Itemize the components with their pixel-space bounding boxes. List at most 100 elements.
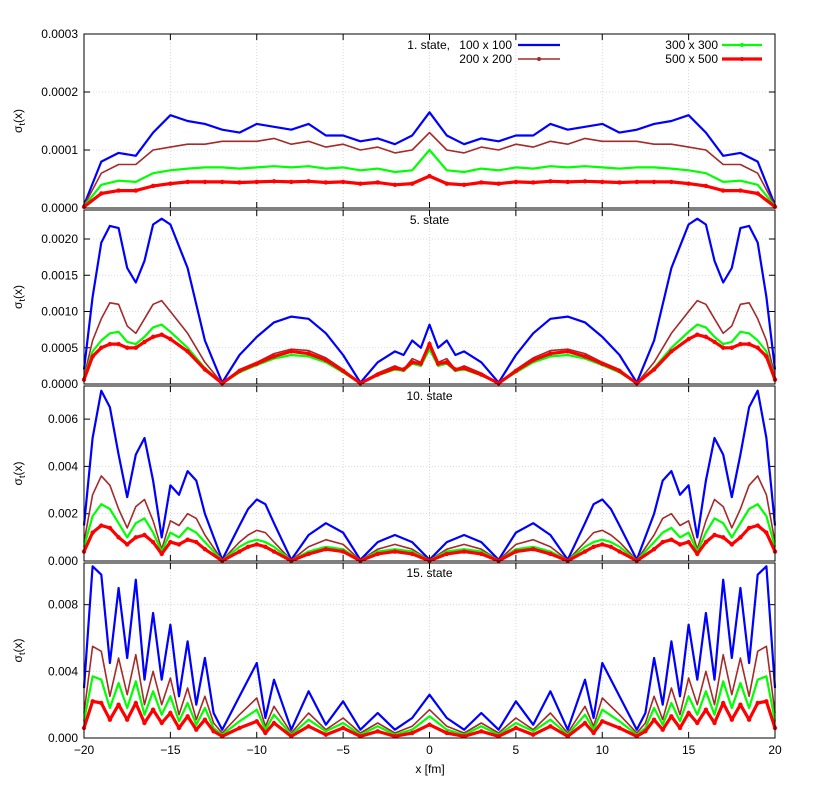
panel-3-series-4-point-31 <box>461 549 467 554</box>
panel-4-series-4-point-26 <box>375 729 380 734</box>
panel-3-series-4-point-53 <box>729 542 735 547</box>
panel-4-series-4-point-27 <box>392 734 398 739</box>
panel-2-series-4-point-49 <box>729 345 735 350</box>
panel-3-series-4-point-28 <box>410 551 415 557</box>
panel-2-series-4-point-5 <box>124 345 130 350</box>
panel-1-series-4-point-3 <box>133 188 139 193</box>
panel-4-series-4-point-32 <box>479 729 484 734</box>
panel-2-series-4-point-44 <box>686 336 691 342</box>
panel-1-series-4-point-29 <box>582 179 588 184</box>
panel-3-series-4-point-47 <box>677 542 683 547</box>
panel-3-frame <box>83 385 776 562</box>
legend-label-1: 100 x 100 <box>459 38 512 52</box>
panel-2-series-4-point-6 <box>133 345 139 350</box>
panel-2-series-4-point-3 <box>107 341 113 347</box>
panel-4-series-4-point-14 <box>202 717 208 722</box>
x-tick-label-7: 15 <box>682 743 696 757</box>
panel-3-series-4-point-46 <box>669 537 674 542</box>
panel-2-series-4-point-12 <box>202 367 208 372</box>
panel-2-series-4-point-27 <box>427 341 432 347</box>
panel-4-series-4-point-21 <box>289 734 294 739</box>
panel-4-series-4-point-36 <box>548 724 553 729</box>
panel-1-series-4-point-28 <box>565 179 570 185</box>
panel-4-series-4-point-30 <box>444 730 449 736</box>
panel-4-series-4-point-16 <box>220 734 225 739</box>
panel-1-series-4-point-4 <box>150 183 156 189</box>
panel-3-series-4-point-42 <box>617 549 622 554</box>
panel-3-series-4-point-49 <box>695 551 700 557</box>
panel-2-series-4-point-11 <box>185 349 190 354</box>
panel-3-series-4-point-34 <box>513 549 519 554</box>
panel-2-series-4-point-46 <box>703 334 709 340</box>
x-tick-label-1: −15 <box>160 743 181 757</box>
panel-1-series-4-point-20 <box>427 173 432 179</box>
panel-4-series-4-point-48 <box>686 710 691 716</box>
panel-1-series-4-point-37 <box>720 188 726 193</box>
panel-4-ytick-label-2: 0.008 <box>48 598 78 612</box>
panel-3-series-4-point-57 <box>764 530 769 535</box>
panel-2-series-4-point-17 <box>289 349 294 354</box>
x-tick-label-5: 5 <box>513 743 520 757</box>
panel-4-series-4-point-29 <box>427 722 432 727</box>
panel-2-series-4-point-1 <box>90 354 95 359</box>
panel-1-series-4-point-30 <box>600 179 605 185</box>
panel-1-series-4-point-5 <box>168 181 173 186</box>
panel-1-series-4-point-39 <box>755 191 760 196</box>
panel-2-ytick-label-1: 0.0005 <box>41 341 78 355</box>
panel-4-series-4-point-13 <box>194 727 199 732</box>
panel-3-series-4-point-4 <box>116 535 121 540</box>
panel-3-series-4-point-54 <box>738 535 743 540</box>
panel-3-series-4-point-10 <box>168 539 173 545</box>
panel-3-series-4-point-19 <box>263 544 268 550</box>
panel-2-series-4-point-48 <box>720 345 726 350</box>
panel-3-series-4-point-8 <box>150 539 156 545</box>
panel-2-series-4-point-38 <box>582 354 588 359</box>
panel-4-y-axis-label: σt(x) <box>11 639 27 663</box>
panel-1-series-2-line <box>83 131 776 207</box>
panel-3-series-4-point-6 <box>133 535 139 540</box>
panel-2-series-4-point-36 <box>548 351 553 356</box>
panel-4-series-4-point-45 <box>660 727 665 732</box>
panel-2-series-4-point-10 <box>168 336 173 342</box>
panel-2-series-4-point-13 <box>220 381 225 386</box>
panel-1-series-4-point-13 <box>306 179 311 184</box>
panel-1-series-4-point-25 <box>513 179 519 185</box>
panel-2-title: 5. state <box>410 213 450 227</box>
panel-1-series-4-point-31 <box>617 180 622 185</box>
panel-4-series-4-point-53 <box>729 717 735 722</box>
legend-marker-4 <box>740 57 744 61</box>
panel-4-series-4-point-47 <box>677 725 683 731</box>
panel-2-series-4-point-45 <box>695 332 700 337</box>
panel-3-series-4-point-52 <box>720 535 726 540</box>
panel-3-series-4-point-44 <box>651 546 657 552</box>
panel-4-series-4-point-18 <box>254 719 259 724</box>
panel-2-ytick-label-2: 0.0010 <box>41 305 78 319</box>
panel-3-series-4-point-39 <box>591 544 596 550</box>
panel-4-series-3-line <box>82 675 777 736</box>
panel-2-series-4-point-23 <box>392 365 398 371</box>
panel-2-series-4-point-20 <box>340 368 346 374</box>
panel-3: 0.000 0.002 0.004 0.006 σt(x) 10. state <box>11 385 778 568</box>
panel-3-series-4-point-16 <box>237 549 242 554</box>
panel-1-series-4-point-16 <box>358 181 363 186</box>
panel-4-series-4-point-23 <box>323 732 329 737</box>
panel-1-series-4-point-33 <box>651 179 657 185</box>
panel-4-series-4-point-22 <box>306 724 311 729</box>
panel-2-y-axis-label: σt(x) <box>11 285 27 309</box>
panel-1-y-axis-label: σt(x) <box>11 109 27 133</box>
panel-4-series-4-point-56 <box>755 700 760 706</box>
panel-1-series-4-point-2 <box>116 188 121 193</box>
panel-3-series-4-point-13 <box>194 539 199 545</box>
x-axis-label: x [fm] <box>415 762 444 776</box>
panel-4-series-4-point-6 <box>133 700 139 706</box>
panel-2-series-4-point-41 <box>634 381 639 386</box>
panel-1-series-1-line <box>82 111 777 206</box>
panel-1-series-4-point-6 <box>185 179 190 185</box>
panel-3-series-4-point-1 <box>90 530 95 535</box>
panel-4-series-4-point-17 <box>237 725 242 731</box>
panel-2-series-4-point-21 <box>358 381 363 386</box>
panel-1-series-4-point-9 <box>237 180 242 185</box>
panels-layer: 0.00000.00010.00020.0003σt(x)0.00000.000… <box>11 27 782 757</box>
panel-4-series-4-point-41 <box>617 725 622 731</box>
